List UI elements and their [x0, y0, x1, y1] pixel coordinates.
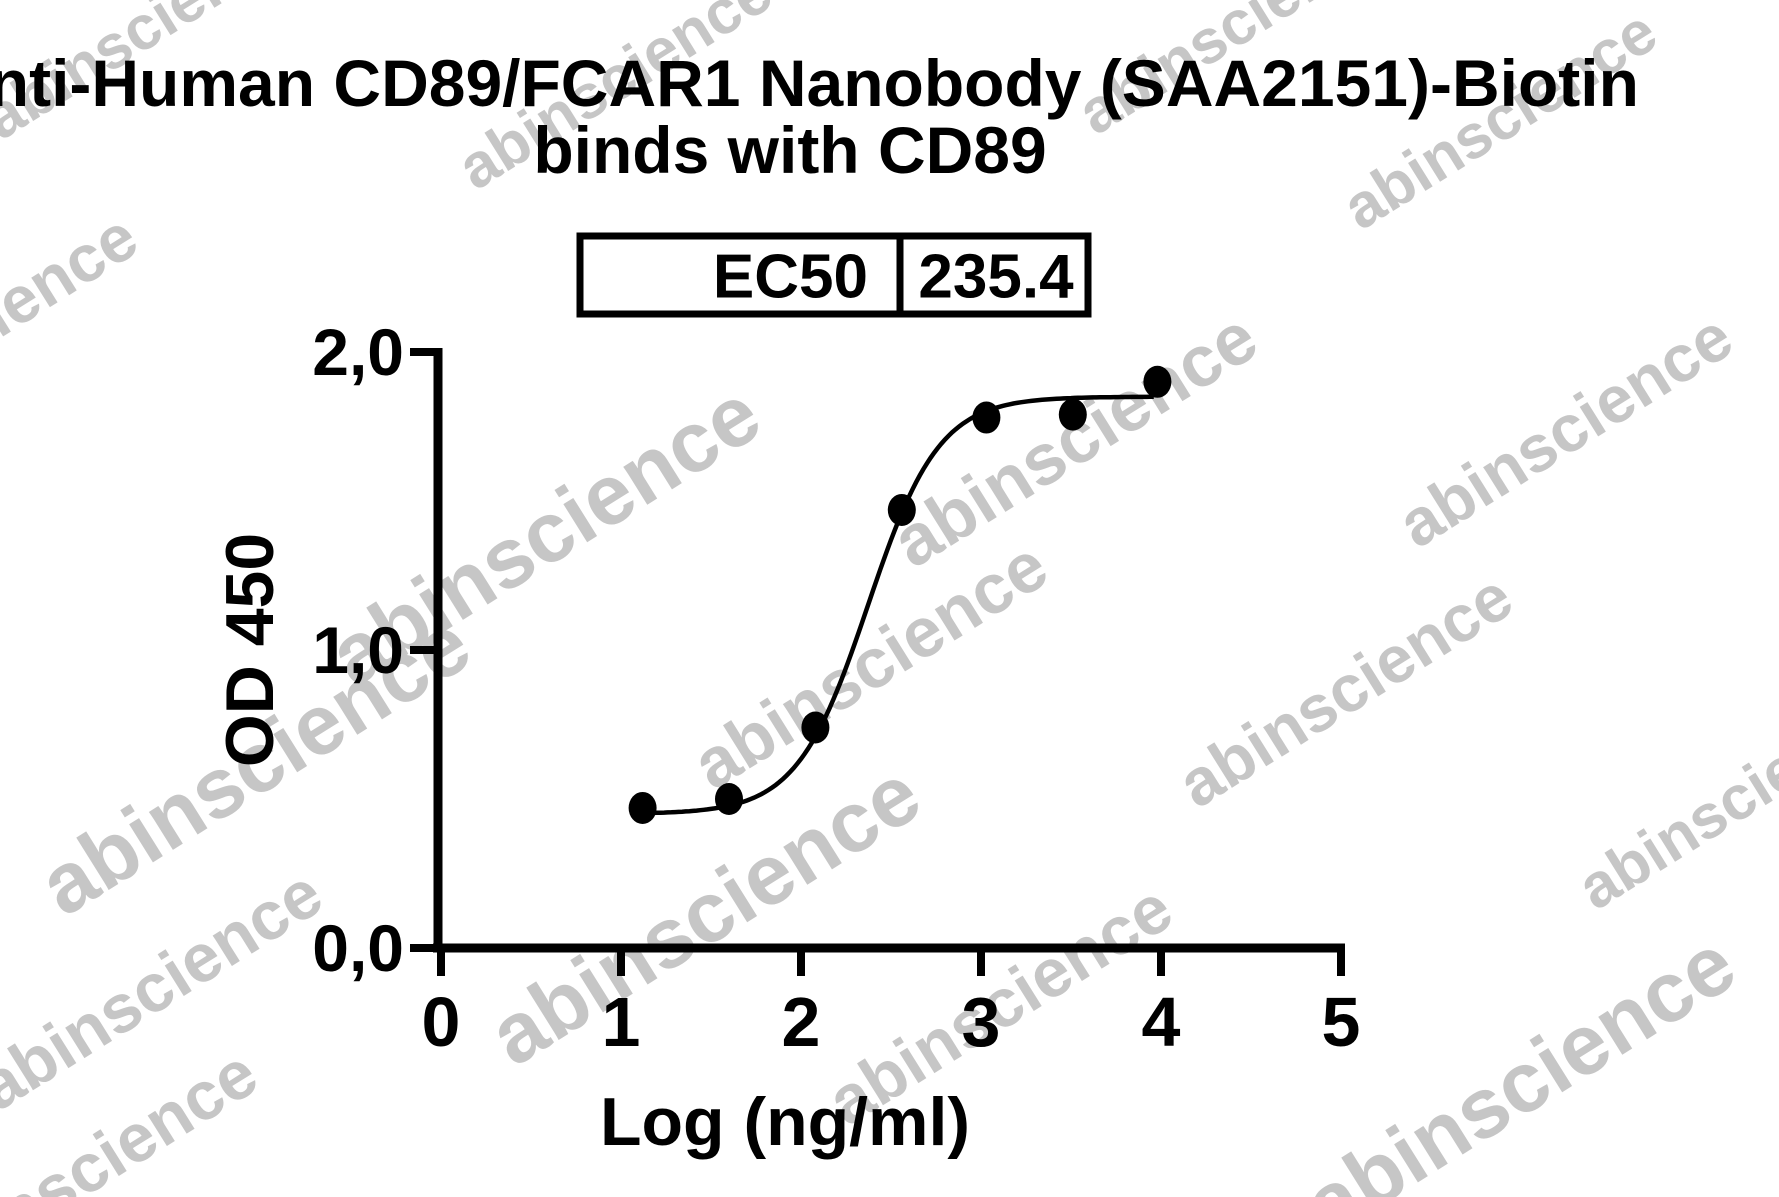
ec50-value-cell: 235.4	[918, 243, 1074, 312]
ec50-table: EC50 235.4	[576, 232, 1092, 318]
x-tick-label: 4	[1142, 983, 1181, 1061]
chart-title-line1: Anti-Human CD89/FCAR1 Nanobody (SAA2151)…	[0, 46, 1639, 120]
y-tick-label: 2,0	[312, 315, 404, 389]
x-axis-title: Log (ng/ml)	[600, 1084, 970, 1160]
y-tick-label: 1,0	[312, 613, 404, 687]
data-point	[1143, 365, 1172, 398]
data-point	[801, 711, 830, 744]
x-tick-label: 3	[962, 983, 1001, 1061]
plot-area: 0,0 1,0 2,0 0 1 2 3 4 5	[312, 315, 1360, 1061]
chart-title-line2: binds with CD89	[533, 113, 1046, 187]
data-point	[628, 791, 657, 824]
data-point	[1058, 398, 1087, 431]
x-tick-label: 2	[782, 983, 821, 1061]
x-tick-label: 5	[1322, 983, 1361, 1061]
y-tick-label: 0,0	[312, 911, 404, 985]
ec50-table-border	[576, 232, 1092, 318]
x-tick-label: 1	[602, 983, 641, 1061]
y-axis-title: OD 450	[212, 533, 288, 767]
data-point	[972, 401, 1001, 434]
fit-curve	[642, 394, 1154, 816]
data-point	[887, 493, 916, 526]
ec50-label-cell: EC50	[713, 243, 868, 312]
x-tick-label: 0	[422, 983, 461, 1061]
data-point	[715, 783, 743, 815]
